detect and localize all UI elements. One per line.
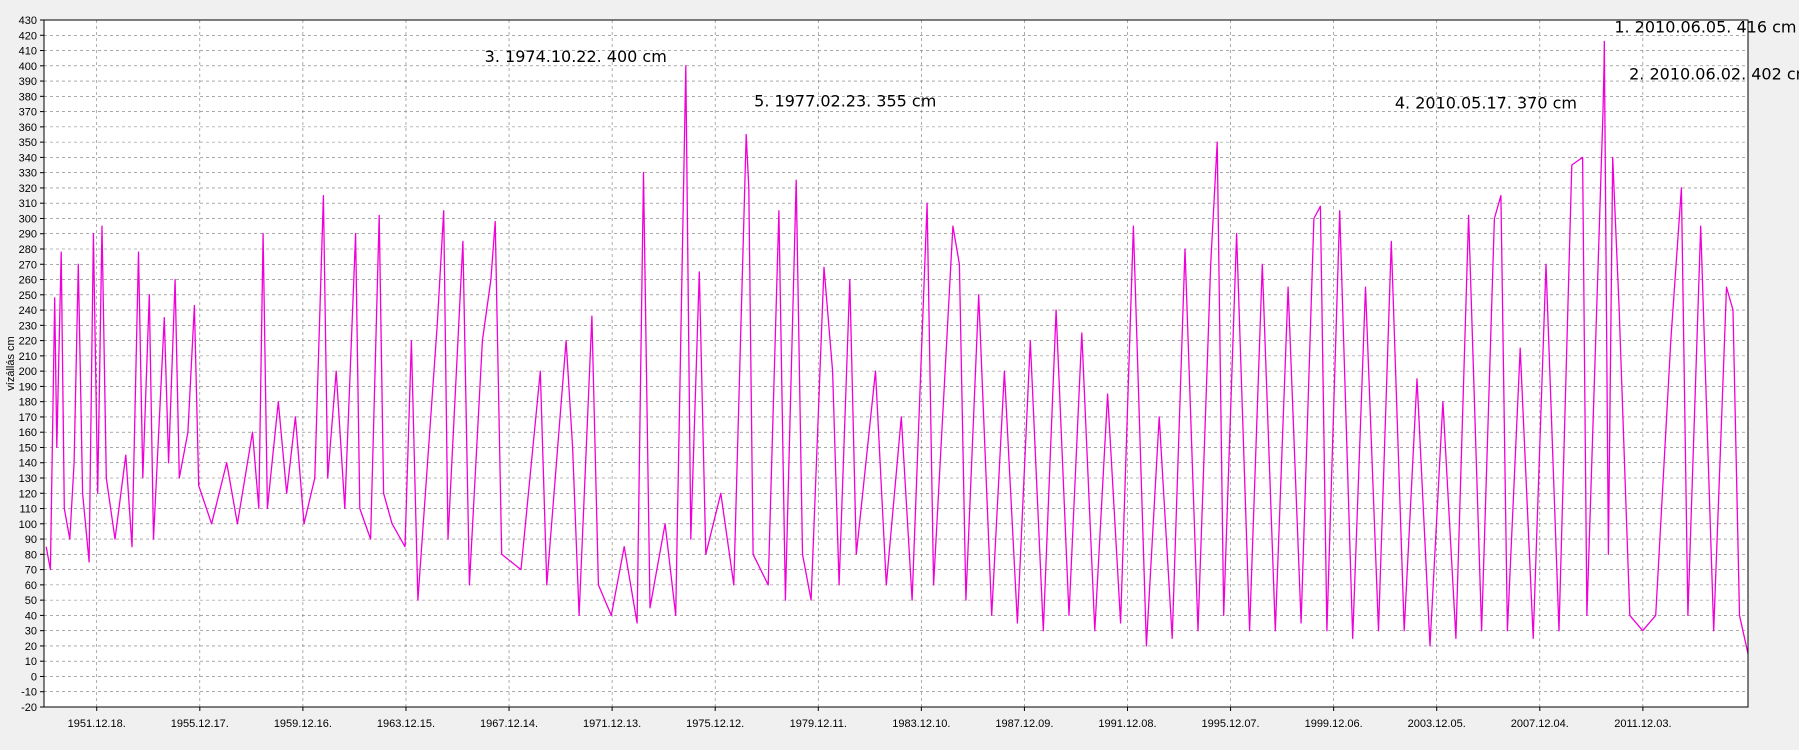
x-tick-label: 1979.12.11. xyxy=(790,718,847,730)
y-tick-label: 10 xyxy=(25,656,37,668)
y-tick-label: -10 xyxy=(21,687,37,699)
x-tick-label: 1955.12.17. xyxy=(171,718,229,730)
y-tick-label: 310 xyxy=(19,198,37,210)
y-tick-label: 160 xyxy=(19,427,37,439)
y-tick-label: 40 xyxy=(25,610,37,622)
peak-annotation: 2. 2010.06.02. 402 cm xyxy=(1629,65,1799,84)
y-tick-label: 420 xyxy=(19,30,37,42)
y-axis-ticks: -20 -10 0 10 20 30 40 50 60 70 80 90 100 110 120 130 140… xyxy=(19,15,44,714)
x-tick-label: 1991.12.08. xyxy=(1098,718,1156,730)
y-tick-label: 180 xyxy=(19,397,37,409)
y-tick-label: 350 xyxy=(19,137,37,149)
plot-area xyxy=(44,20,1748,707)
y-tick-label: 190 xyxy=(19,381,37,393)
y-tick-label: 80 xyxy=(25,549,37,561)
peak-annotation: 4. 2010.05.17. 370 cm xyxy=(1395,94,1577,113)
y-tick-label: 210 xyxy=(19,351,37,363)
y-tick-label: 250 xyxy=(19,290,37,302)
annotations: 1. 2010.06.05. 416 cm 2. 2010.06.02. 402 … xyxy=(485,17,1799,112)
y-tick-label: 410 xyxy=(19,46,37,58)
y-tick-label: -20 xyxy=(21,702,37,714)
y-tick-label: 230 xyxy=(19,320,37,332)
plot-frame xyxy=(43,19,1749,708)
x-tick-label: 1999.12.06. xyxy=(1305,718,1363,730)
y-tick-label: 50 xyxy=(25,595,37,607)
peak-annotation: 1. 2010.06.05. 416 cm xyxy=(1614,17,1796,36)
x-tick-label: 1983.12.10. xyxy=(892,718,950,730)
y-tick-label: 300 xyxy=(19,213,37,225)
y-tick-label: 90 xyxy=(25,534,37,546)
y-tick-label: 370 xyxy=(19,107,37,119)
y-tick-label: 100 xyxy=(19,519,37,531)
y-tick-label: 240 xyxy=(19,305,37,317)
series-line xyxy=(45,40,1749,654)
y-tick-label: 220 xyxy=(19,336,37,348)
y-tick-label: 60 xyxy=(25,580,37,592)
y-tick-label: 260 xyxy=(19,275,37,287)
y-tick-label: 0 xyxy=(31,671,37,683)
y-tick-label: 130 xyxy=(19,473,37,485)
x-tick-label: 1987.12.09. xyxy=(995,718,1053,730)
x-tick-label: 1959.12.16. xyxy=(274,718,332,730)
y-tick-label: 360 xyxy=(19,122,37,134)
series-layer xyxy=(45,40,1749,654)
x-tick-label: 1951.12.18. xyxy=(68,718,126,730)
peak-annotation: 3. 1974.10.22. 400 cm xyxy=(485,47,667,66)
y-tick-label: 20 xyxy=(25,641,37,653)
y-tick-label: 140 xyxy=(19,458,37,470)
x-tick-label: 1963.12.15. xyxy=(377,718,435,730)
y-tick-label: 400 xyxy=(19,61,37,73)
y-tick-label: 30 xyxy=(25,626,37,638)
y-tick-label: 380 xyxy=(19,91,37,103)
y-tick-label: 150 xyxy=(19,442,37,454)
y-tick-label: 340 xyxy=(19,152,37,164)
y-axis-label: vízállás cm xyxy=(5,336,17,390)
x-tick-label: 1967.12.14. xyxy=(480,718,538,730)
x-tick-label: 2007.12.04. xyxy=(1511,718,1569,730)
y-tick-label: 170 xyxy=(19,412,37,424)
y-tick-label: 110 xyxy=(19,504,37,516)
x-tick-label: 1971.12.13. xyxy=(583,718,641,730)
y-tick-label: 120 xyxy=(19,488,37,500)
x-tick-label: 1975.12.12. xyxy=(686,718,744,730)
y-tick-label: 430 xyxy=(19,15,37,27)
y-tick-label: 330 xyxy=(19,168,37,180)
y-tick-label: 270 xyxy=(19,259,37,271)
y-tick-label: 320 xyxy=(19,183,37,195)
x-tick-label: 2003.12.05. xyxy=(1408,718,1466,730)
x-tick-label: 2011.12.03. xyxy=(1614,718,1671,730)
peak-annotation: 5. 1977.02.23. 355 cm xyxy=(754,92,936,111)
y-tick-label: 280 xyxy=(19,244,37,256)
y-tick-label: 390 xyxy=(19,76,37,88)
x-axis-ticks: 1951.12.18. 1955.12.17. 1959.12.16. 1963.12… xyxy=(68,707,1672,730)
y-tick-label: 70 xyxy=(25,565,37,577)
x-tick-label: 1995.12.07. xyxy=(1202,718,1260,730)
y-tick-label: 200 xyxy=(19,366,37,378)
y-tick-label: 290 xyxy=(19,229,37,241)
